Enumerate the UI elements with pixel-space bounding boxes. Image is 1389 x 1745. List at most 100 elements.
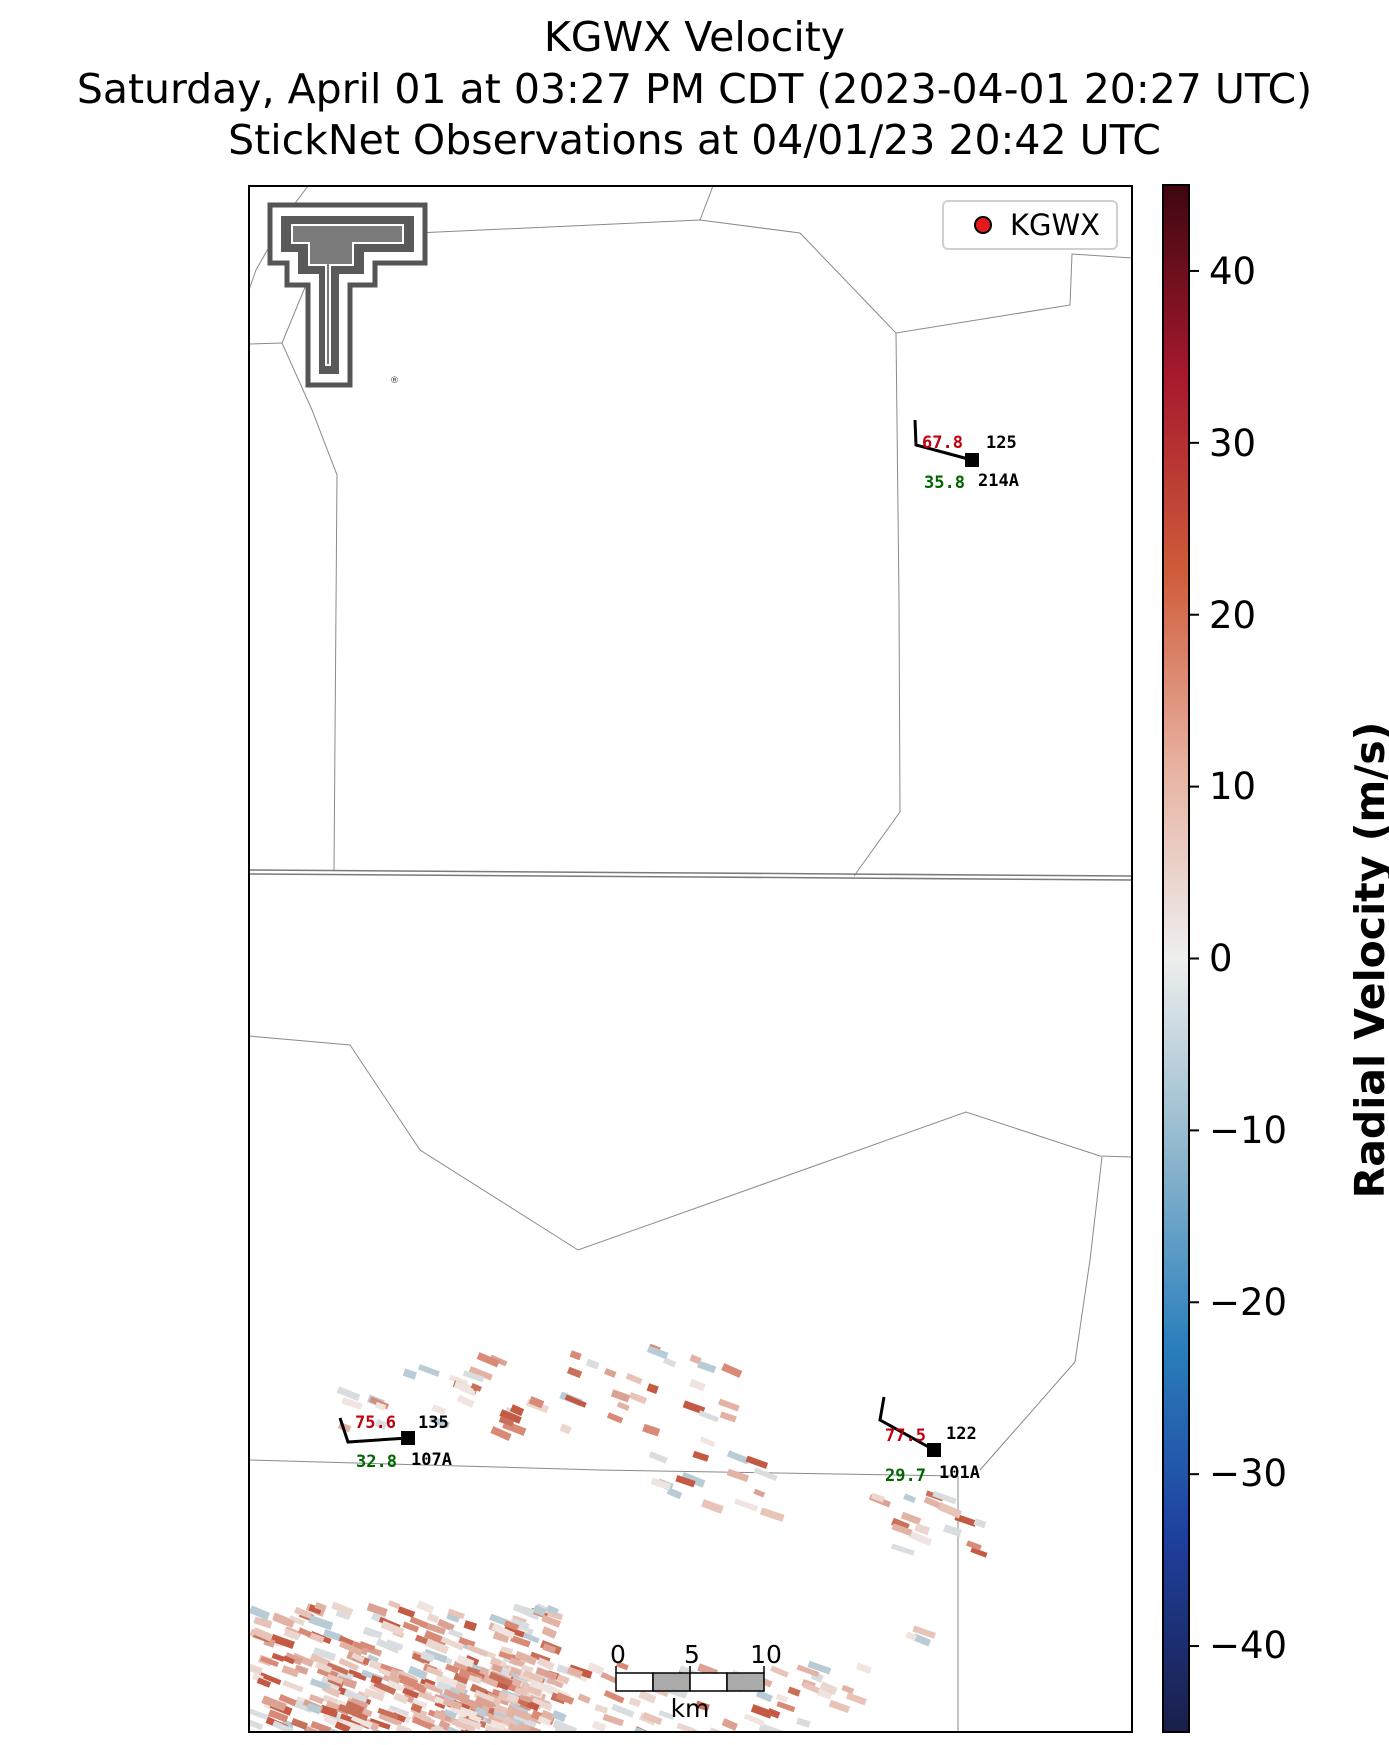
radar-gate — [363, 1688, 385, 1702]
radar-gate — [682, 1400, 706, 1415]
radar-gate — [973, 1518, 987, 1529]
radar-gate — [726, 1468, 750, 1482]
radar-gate — [466, 1644, 489, 1658]
radar-gate — [698, 1410, 719, 1423]
radar-gate — [425, 1665, 444, 1678]
radar-gate — [488, 1671, 513, 1687]
radar-gate — [413, 1682, 428, 1694]
radar-gate — [339, 1640, 364, 1656]
radar-gate — [249, 1663, 263, 1675]
radar-gate — [510, 1677, 523, 1688]
radar-gate — [440, 1636, 465, 1651]
radar-gate — [352, 1641, 365, 1651]
colorbar-tick-label: 0 — [1209, 937, 1233, 980]
radar-gate — [870, 1492, 885, 1503]
radar-gate — [689, 1378, 706, 1392]
county-line — [853, 332, 901, 877]
radar-gate — [387, 1600, 401, 1610]
radar-gate — [615, 1661, 629, 1671]
radar-gate — [577, 1693, 591, 1704]
state-line — [249, 873, 1132, 881]
radar-gate — [359, 1640, 376, 1652]
radar-gate — [510, 1666, 522, 1676]
radar-gate — [443, 1709, 458, 1719]
radar-gate — [366, 1602, 388, 1617]
radar-gate — [442, 1697, 463, 1710]
radar-gate — [528, 1396, 545, 1409]
radar-gate — [407, 1665, 428, 1681]
station-125 — [913, 419, 979, 467]
county-line — [249, 342, 338, 871]
radar-gate — [642, 1423, 661, 1437]
radar-gate — [261, 1695, 287, 1712]
colorbar-tick-label: 30 — [1209, 422, 1257, 465]
radar-gate — [569, 1350, 582, 1361]
radar-gate — [446, 1613, 460, 1623]
radar-gate — [458, 1636, 476, 1648]
scale-segment — [726, 1672, 765, 1692]
radar-gate — [429, 1415, 450, 1429]
station-125-id: 125 — [986, 433, 1017, 453]
radar-gate — [447, 1726, 467, 1732]
radar-gate — [970, 1547, 988, 1558]
radar-gate — [734, 1498, 759, 1512]
radar-gate — [841, 1684, 855, 1695]
radar-gate — [912, 1625, 937, 1639]
station-marker — [401, 1431, 415, 1445]
radar-gate — [628, 1392, 648, 1405]
radar-gate — [523, 1670, 544, 1684]
radar-gate — [564, 1394, 587, 1408]
radar-gate — [253, 1616, 273, 1629]
radar-gate — [369, 1682, 388, 1695]
radar-gate — [347, 1669, 368, 1682]
radar-gate — [465, 1666, 486, 1680]
radar-gate — [343, 1688, 368, 1705]
radar-gate — [474, 1706, 488, 1718]
radar-gate — [699, 1436, 716, 1448]
radar-gate — [519, 1694, 532, 1704]
radar-gate — [290, 1717, 309, 1730]
radar-gate — [294, 1606, 312, 1619]
radar-gate — [555, 1692, 575, 1705]
radar-gate — [628, 1697, 641, 1708]
logo-registered-mark: ® — [390, 376, 399, 386]
station-122 — [878, 1396, 941, 1457]
radar-gate — [912, 1633, 932, 1647]
radar-gate — [546, 1677, 564, 1689]
colorbar-title: Radial Velocity (m/s) — [1346, 721, 1389, 1199]
radar-gate — [796, 1664, 820, 1678]
map-frame — [248, 185, 1133, 1733]
radar-gate — [509, 1404, 525, 1417]
radar-gate — [425, 1638, 450, 1655]
radar-gate — [616, 1401, 630, 1411]
radar-gate — [258, 1671, 282, 1685]
radar-velocity-gates — [249, 1343, 988, 1732]
radar-gate — [371, 1728, 387, 1732]
radar-gate — [506, 1693, 520, 1704]
radar-gate — [375, 1638, 400, 1654]
radar-gate — [297, 1627, 312, 1638]
county-line — [699, 186, 714, 221]
radar-gate — [721, 1363, 743, 1378]
radar-gate — [319, 1704, 339, 1718]
radar-gate — [249, 1719, 264, 1731]
title-line-1: KGWX Velocity — [543, 13, 846, 61]
radar-gate — [456, 1394, 475, 1408]
radar-gate — [308, 1615, 334, 1631]
radar-gate — [905, 1631, 917, 1641]
station-125-green-value: 35.8 — [924, 473, 965, 493]
scale-segment — [652, 1672, 691, 1692]
radar-gate — [507, 1723, 532, 1732]
radar-gate — [689, 1354, 702, 1365]
radar-gate — [249, 1605, 271, 1621]
radar-gate — [566, 1666, 584, 1679]
station-122-red-value: 77.5 — [885, 1426, 926, 1446]
radar-gate — [484, 1724, 506, 1732]
state-line — [249, 869, 1132, 877]
colorbar-tick-label: 20 — [1209, 594, 1257, 637]
title-line-3: StickNet Observations at 04/01/23 20:42 … — [228, 116, 1161, 164]
radar-gate — [625, 1373, 643, 1385]
radar-gate — [954, 1513, 977, 1527]
colorbar-tick-label: −10 — [1209, 1109, 1288, 1152]
